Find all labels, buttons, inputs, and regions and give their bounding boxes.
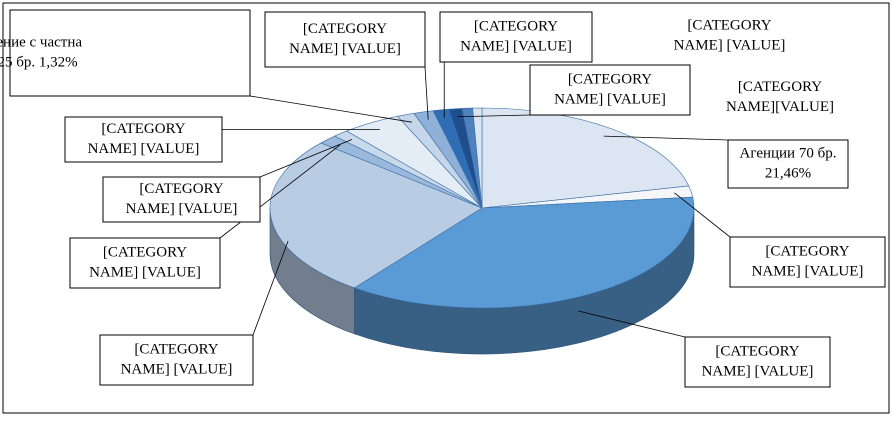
data-label: NAME] [VALUE] xyxy=(121,361,233,377)
label-box xyxy=(439,11,593,63)
data-label: [CATEGORY xyxy=(303,21,387,37)
leader-line xyxy=(259,139,353,178)
label-box xyxy=(69,237,221,289)
label-box xyxy=(64,116,223,163)
label-box xyxy=(99,334,254,386)
data-label: [CATEGORY xyxy=(134,341,218,357)
data-label: NAME][VALUE] xyxy=(726,99,834,115)
data-label: NAME] [VALUE] xyxy=(88,141,200,157)
label-box xyxy=(727,139,849,189)
data-label: полза 25 бр. 1,32% xyxy=(0,54,78,70)
data-label: [CATEGORY xyxy=(139,181,223,197)
label-box xyxy=(102,176,261,223)
data-label: Сдружение с частна xyxy=(0,34,82,50)
leader-line xyxy=(578,310,686,338)
data-label: 21,46% xyxy=(765,165,811,181)
data-label: [CATEGORY xyxy=(101,121,185,137)
pie-slice xyxy=(353,196,695,309)
data-label: NAME] [VALUE] xyxy=(89,264,201,280)
data-label: NAME] [VALUE] xyxy=(674,37,786,53)
data-label: [CATEGORY xyxy=(715,343,799,359)
label-box xyxy=(264,11,426,68)
data-label: NAME] [VALUE] xyxy=(460,38,572,54)
leader-line xyxy=(252,240,289,336)
label-box xyxy=(729,236,886,288)
data-label: [CATEGORY xyxy=(474,18,558,34)
leader-line xyxy=(457,114,531,118)
leader-line xyxy=(424,66,429,120)
pie-slice xyxy=(269,142,483,289)
data-label: [CATEGORY xyxy=(103,244,187,260)
pie-slice xyxy=(481,107,690,209)
data-label: NAME] [VALUE] xyxy=(554,91,666,107)
leader-line xyxy=(603,135,729,141)
data-label: NAME] [VALUE] xyxy=(752,263,864,279)
data-label: NAME] [VALUE] xyxy=(289,41,401,57)
leader-line xyxy=(674,192,731,238)
leader-line xyxy=(249,95,412,123)
data-label: [CATEGORY xyxy=(765,243,849,259)
label-box xyxy=(9,9,251,97)
data-label: NAME] [VALUE] xyxy=(126,201,238,217)
label-box xyxy=(684,336,831,388)
data-label: [CATEGORY xyxy=(738,79,822,95)
data-label: [CATEGORY xyxy=(568,71,652,87)
data-label: NAME] [VALUE] xyxy=(702,363,814,379)
data-label: [CATEGORY xyxy=(687,17,771,33)
data-label: Агенции 70 бр. xyxy=(740,145,837,161)
label-box xyxy=(529,64,691,116)
pie-slice xyxy=(472,107,483,209)
